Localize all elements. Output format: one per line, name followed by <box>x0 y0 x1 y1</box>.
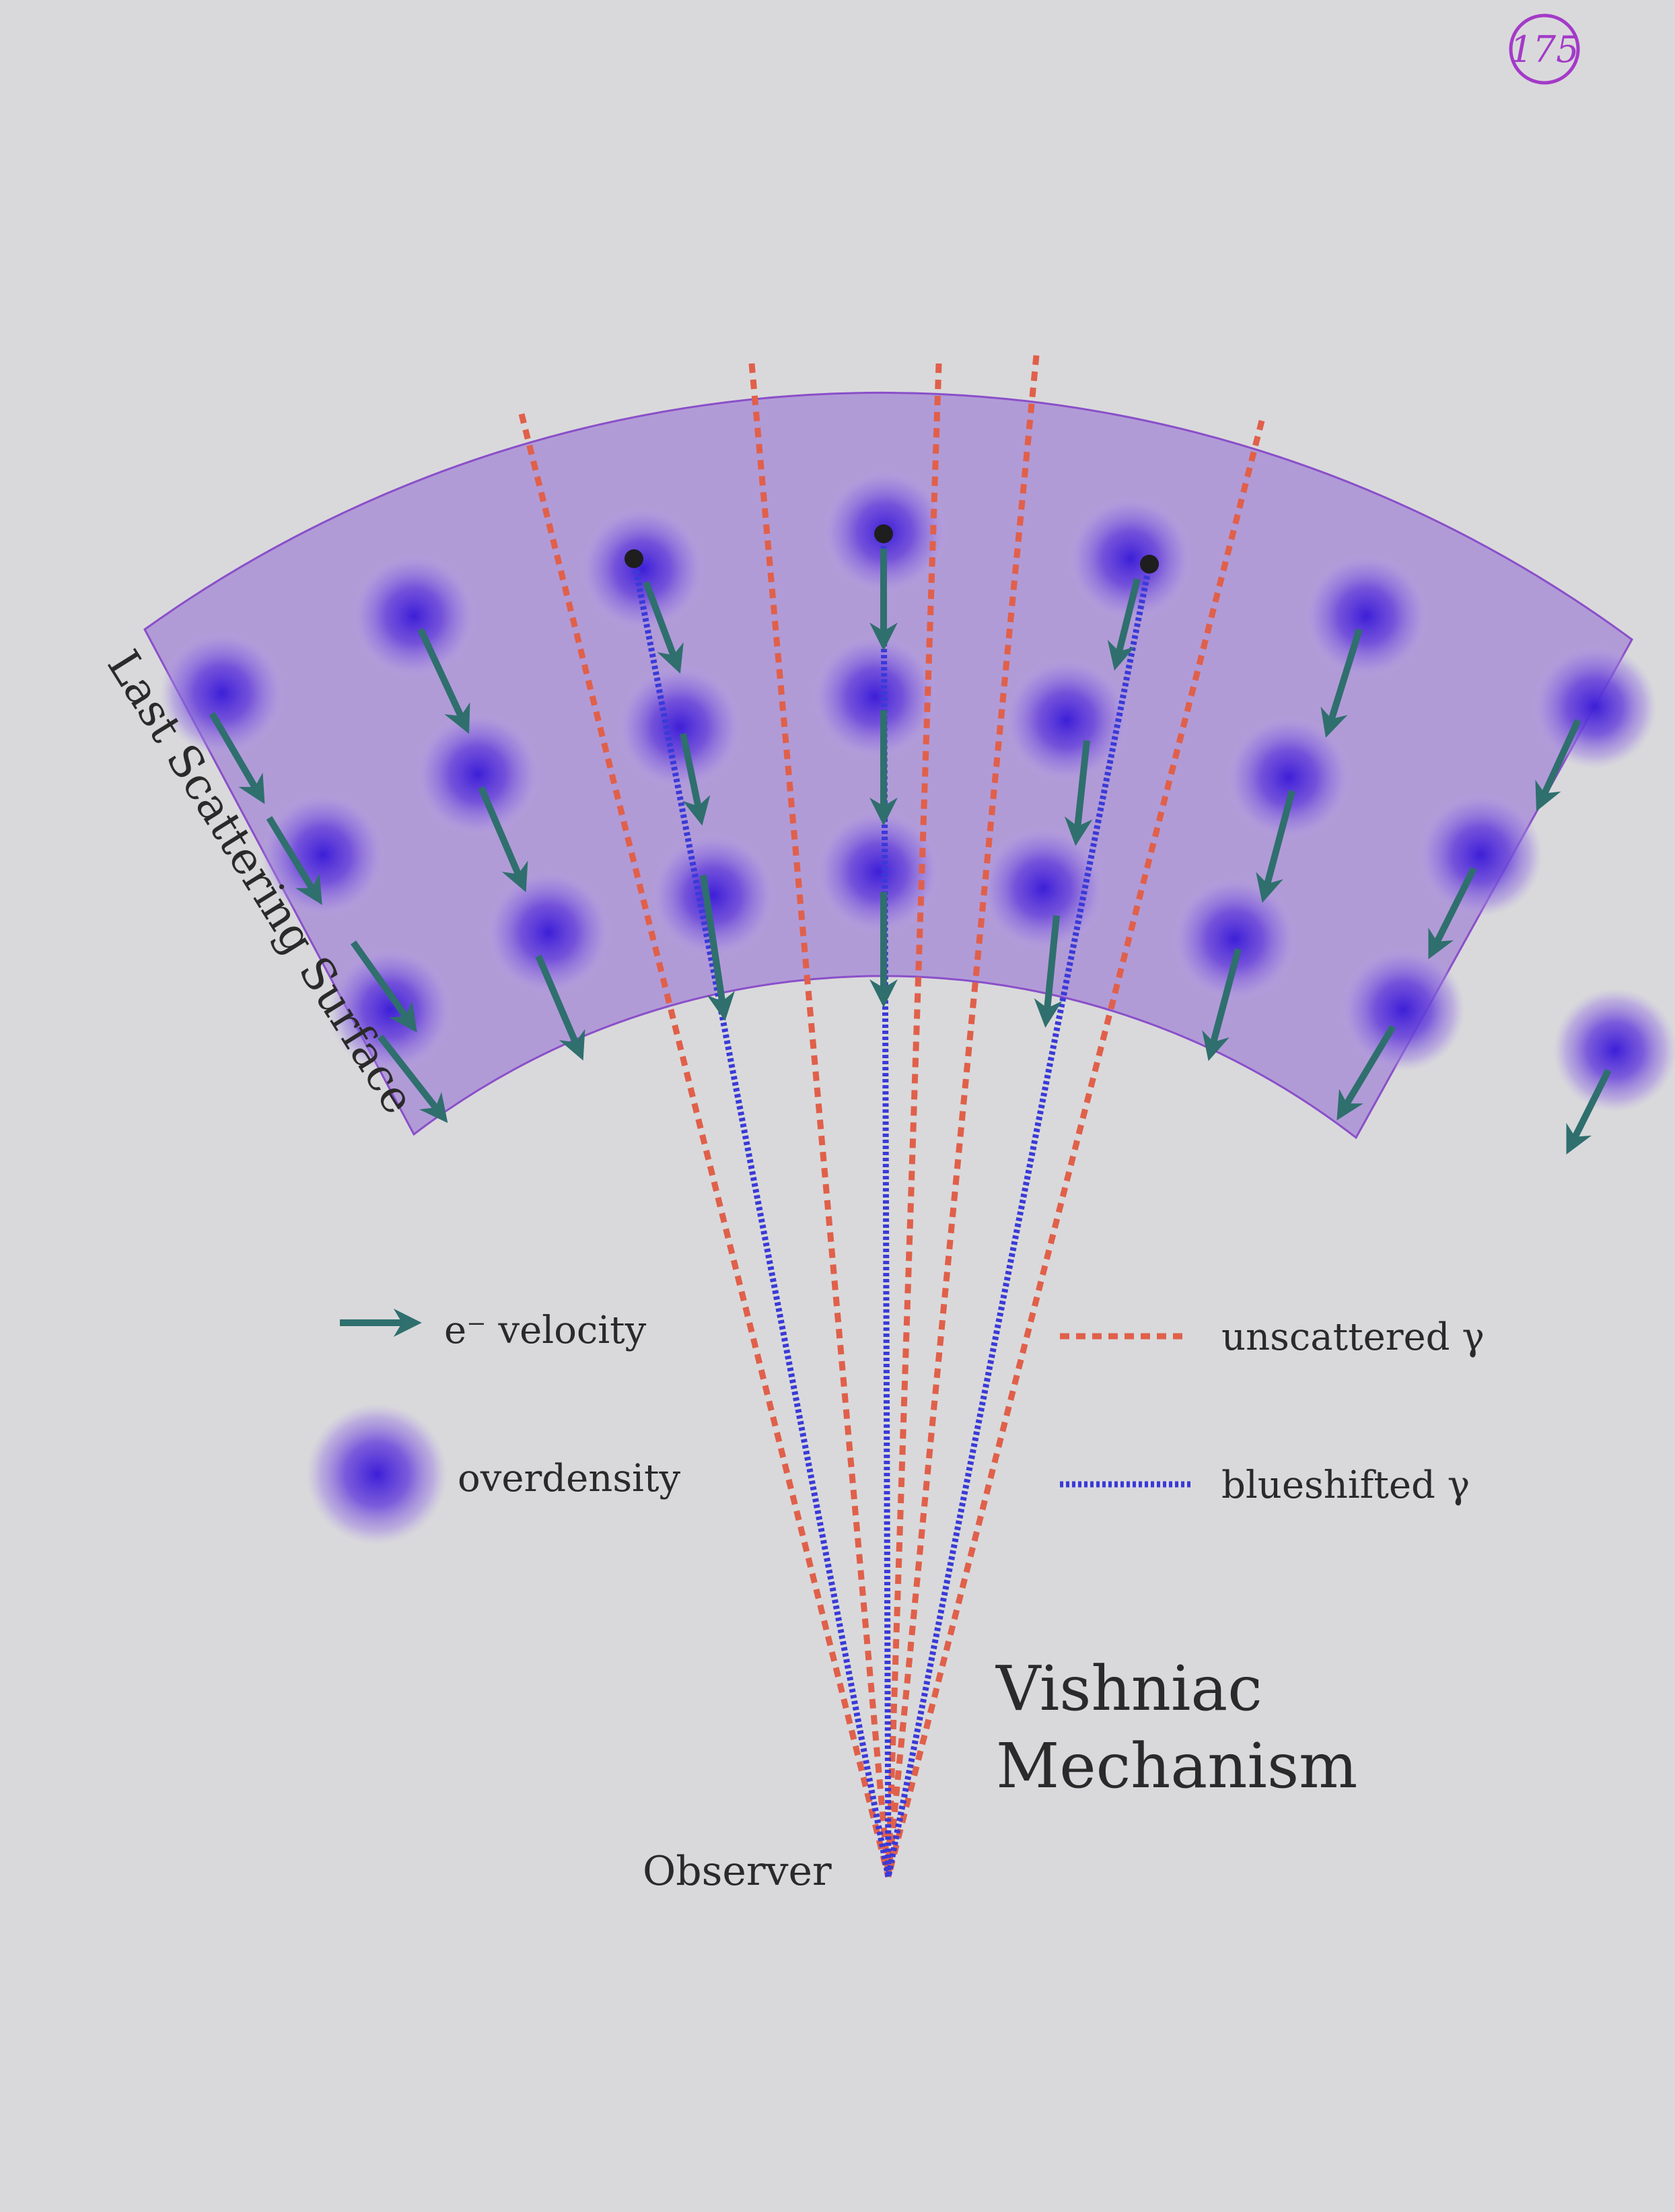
legend-overdensity: overdensity <box>306 1404 680 1545</box>
teal-arrow-icon <box>1256 790 1295 903</box>
dot-icon <box>1140 555 1159 574</box>
overdensity-blob <box>1005 658 1129 782</box>
overdensity-blob <box>1227 716 1351 839</box>
teal-arrow-icon <box>535 955 585 1061</box>
dot-icon <box>625 549 643 568</box>
teal-arrow-icon <box>1320 628 1363 738</box>
overdensity-blob <box>160 631 284 755</box>
page-number: 175 <box>1509 28 1579 71</box>
overdensity-blob <box>981 827 1105 951</box>
overdensity-blob <box>1304 554 1428 678</box>
legend-unscattered-label: unscattered γ <box>1221 1315 1485 1359</box>
teal-arrow-icon <box>1337 1025 1396 1121</box>
legend: e⁻ velocity overdensity unscattered γ bl… <box>306 1309 1485 1545</box>
unscattered-photon-ray <box>885 355 1040 1877</box>
overdensity-blob <box>1341 948 1465 1072</box>
teal-arrow-icon <box>478 786 528 893</box>
observer-label: Observer <box>643 1848 832 1895</box>
teal-arrow-icon <box>680 732 711 826</box>
teal-arrow-icon <box>643 581 684 674</box>
unscattered-photon-ray <box>885 419 1265 1878</box>
overdensity-blob <box>816 810 940 934</box>
teal-arrow-icon <box>1535 718 1581 812</box>
teal-arrow-icon <box>1202 948 1242 1062</box>
teal-arrow-icon <box>378 1034 448 1124</box>
overdensity-blob <box>618 665 742 789</box>
overdensity-field <box>160 470 1675 1112</box>
electron-velocity-arrows <box>209 549 1612 1155</box>
dot-icon <box>874 524 893 543</box>
diagram-title-line1: Vishniac <box>995 1653 1262 1725</box>
diagram-title-line2: Mechanism <box>996 1730 1357 1802</box>
unscattered-photon-paths <box>518 355 1265 1878</box>
blueshifted-photon-paths <box>631 533 1153 1877</box>
overdensity-blob <box>416 712 540 836</box>
overdensity-blob <box>1553 988 1675 1112</box>
overdensity-blob <box>1533 645 1657 769</box>
teal-arrow-icon <box>700 874 736 1021</box>
overdensity-blob <box>581 507 705 631</box>
unscattered-photon-ray <box>518 413 892 1878</box>
teal-arrow-icon <box>1107 578 1141 671</box>
overdensity-blob <box>651 833 775 957</box>
overdensity-blob <box>1069 497 1192 621</box>
legend-velocity-label: e⁻ velocity <box>444 1309 647 1352</box>
teal-arrow-icon <box>1034 915 1063 1028</box>
teal-arrow-icon <box>417 627 470 734</box>
unscattered-photon-ray <box>885 363 942 1877</box>
teal-arrow-icon <box>209 712 265 804</box>
legend-overdensity-label: overdensity <box>458 1457 680 1500</box>
teal-arrow-icon <box>1064 740 1093 846</box>
unscattered-photon-ray <box>748 363 892 1877</box>
legend-blueshifted-label: blueshifted γ <box>1221 1463 1470 1507</box>
blueshifted-photon-ray <box>885 563 1153 1877</box>
legend-blueshifted: blueshifted γ <box>1060 1463 1470 1507</box>
page-number-stamp: 175 <box>1509 13 1580 85</box>
scattering-electrons <box>625 524 1159 574</box>
legend-unscattered: unscattered γ <box>1060 1315 1485 1359</box>
teal-arrow-icon <box>350 940 417 1033</box>
overdensity-blob <box>1173 877 1297 1001</box>
page-stamp-circle <box>1509 13 1580 85</box>
overdensity-blob <box>813 635 937 759</box>
overdensity-blob <box>261 793 385 917</box>
teal-arrow-icon <box>1566 1068 1612 1155</box>
blob-icon <box>306 1404 448 1545</box>
teal-arrow-icon <box>266 816 322 905</box>
overdensity-blob <box>1419 793 1542 917</box>
legend-velocity: e⁻ velocity <box>340 1309 647 1352</box>
overdensity-blob <box>487 870 610 994</box>
overdensity-blob <box>352 554 476 678</box>
teal-arrow-icon <box>1428 866 1477 960</box>
